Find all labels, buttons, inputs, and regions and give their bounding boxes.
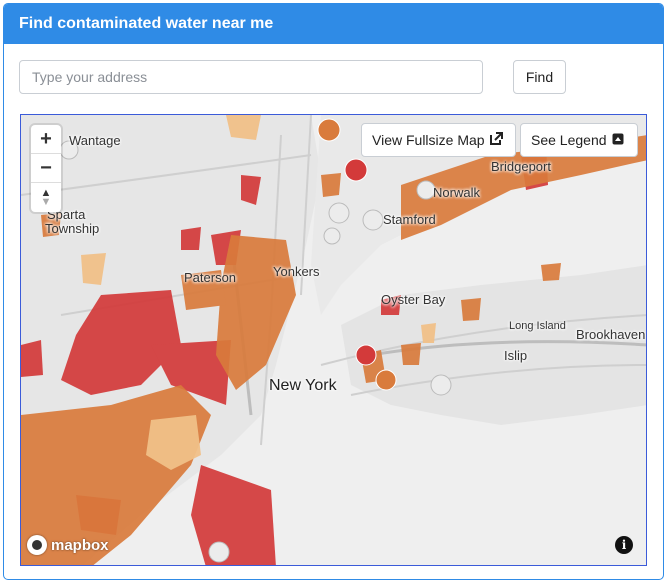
card-title: Find contaminated water near me — [4, 4, 663, 44]
compass-up-icon: ▲ — [40, 186, 52, 199]
info-icon[interactable]: i — [615, 536, 633, 554]
map-label-yonkers: Yonkers — [273, 264, 320, 279]
contaminated-water-card: Find contaminated water near me Find — [3, 3, 664, 580]
map-label-oyster-bay: Oyster Bay — [381, 292, 446, 307]
address-input[interactable] — [19, 60, 483, 94]
zoom-out-button[interactable]: − — [31, 154, 61, 183]
map-label-stamford: Stamford — [383, 212, 436, 227]
compass-down-icon: ▼ — [40, 195, 52, 208]
mapbox-mark-icon — [27, 535, 47, 555]
zoom-control: + − ▲ ▼ — [31, 125, 61, 212]
map-label-islip: Islip — [504, 348, 528, 363]
map-label-long-island: Long Island — [509, 320, 566, 332]
search-row: Find — [19, 60, 649, 94]
map-label-wantage: Wantage — [69, 133, 121, 148]
map-label-new-york: New York — [269, 377, 337, 394]
mapbox-wordmark: mapbox — [51, 536, 109, 554]
view-fullsize-map-button[interactable]: View Fullsize Map — [361, 123, 516, 157]
external-link-icon — [489, 132, 503, 148]
map-label-brookhaven: Brookhaven — [576, 327, 646, 342]
map-label-township: Township — [45, 221, 100, 236]
mapbox-logo[interactable]: mapbox — [27, 533, 109, 557]
map-label-bridgeport: Bridgeport — [491, 159, 551, 174]
fullsize-label: View Fullsize Map — [372, 132, 485, 148]
collapse-icon — [612, 132, 624, 148]
map-label-paterson: Paterson — [184, 270, 237, 285]
compass-button[interactable]: ▲ ▼ — [31, 183, 61, 212]
map-label-norwalk: Norwalk — [433, 185, 480, 200]
map-canvas[interactable] — [21, 115, 647, 566]
see-legend-button[interactable]: See Legend — [520, 123, 638, 157]
legend-label: See Legend — [531, 132, 607, 148]
zoom-in-button[interactable]: + — [31, 125, 61, 154]
find-button[interactable]: Find — [513, 60, 566, 94]
contamination-map[interactable]: Wantage Sparta Township Paterson Yonkers… — [20, 114, 647, 566]
